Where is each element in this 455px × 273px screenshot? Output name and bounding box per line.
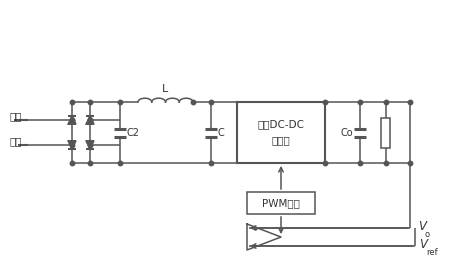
Text: V: V <box>417 221 425 233</box>
Polygon shape <box>68 141 76 149</box>
Polygon shape <box>86 141 94 149</box>
Polygon shape <box>86 116 94 124</box>
Text: -: - <box>253 240 257 250</box>
Text: 隔离DC-DC: 隔离DC-DC <box>257 120 304 129</box>
Text: 输入: 输入 <box>10 136 22 146</box>
Text: -: - <box>253 224 257 234</box>
Text: V: V <box>418 239 426 251</box>
Text: C2: C2 <box>127 127 140 138</box>
Text: PWM模块: PWM模块 <box>262 198 299 208</box>
Text: 交流: 交流 <box>10 111 22 121</box>
Text: C: C <box>217 127 224 138</box>
Text: o: o <box>424 230 429 239</box>
Text: 转换器: 转换器 <box>271 135 290 146</box>
Text: ref: ref <box>425 248 437 257</box>
Bar <box>381 117 389 147</box>
Polygon shape <box>68 116 76 124</box>
Text: Co: Co <box>339 127 352 138</box>
Bar <box>237 102 324 163</box>
Bar <box>247 192 314 214</box>
Text: L: L <box>162 84 168 94</box>
